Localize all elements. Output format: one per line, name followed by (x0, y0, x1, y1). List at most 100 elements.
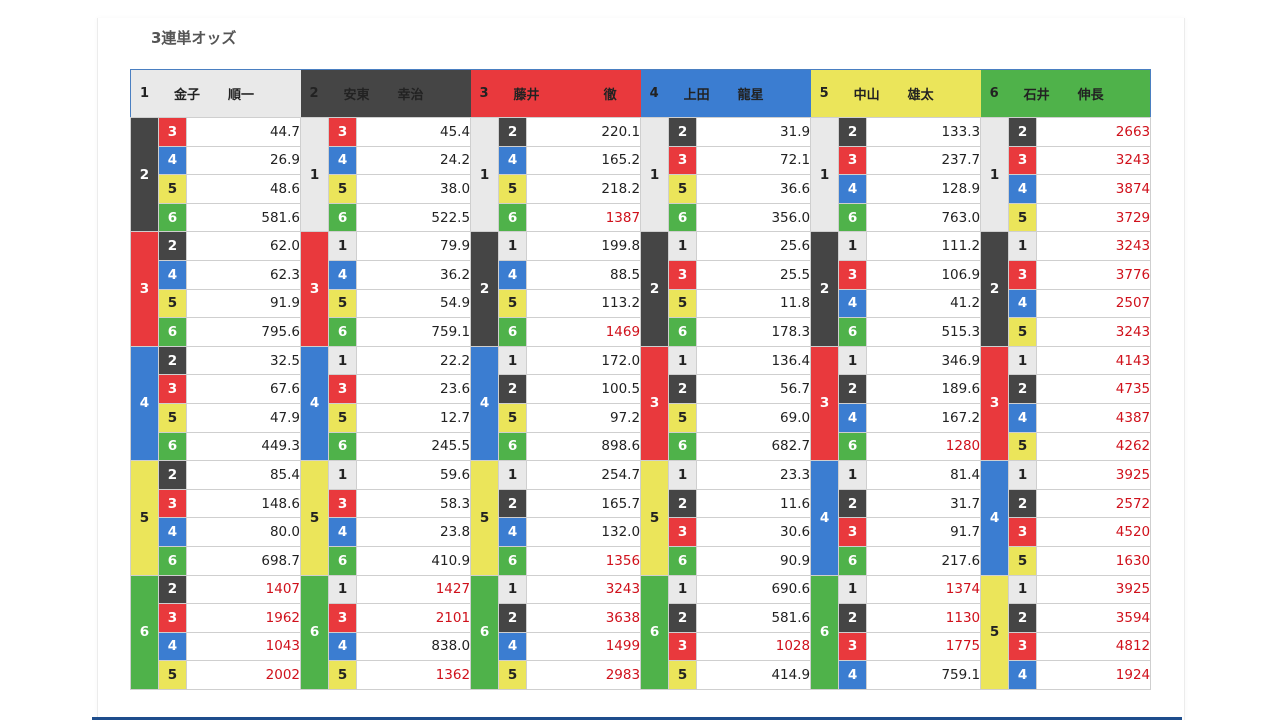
table-row: 3 2 62.0 3 1 79.9 2 1 199.8 2 1 25.6 2 1 111.2 2 1 3243 (130, 231, 1152, 347)
odds-value: 4262 (1036, 431, 1152, 462)
odds-value: 682.7 (696, 431, 812, 462)
odds-value: 62.0 (185, 231, 302, 261)
odds-value: 4735 (1036, 374, 1152, 404)
second-place-number: 4 (810, 460, 840, 576)
third-place-number: 4 (328, 145, 358, 176)
third-place-number: 1 (668, 345, 698, 376)
odds-value: 218.2 (526, 174, 642, 204)
racer-number: 3 (479, 86, 489, 101)
racer-given-name: 雄太 (907, 88, 934, 103)
racer-name: 金子 順一 (174, 84, 254, 103)
third-place-number: 5 (158, 660, 187, 690)
odds-value: 165.7 (526, 488, 642, 519)
odds-value: 3874 (1036, 174, 1152, 204)
second-place-number: 3 (640, 345, 670, 462)
third-place-number: 6 (158, 545, 187, 576)
second-place-number: 5 (980, 574, 1010, 690)
odds-value: 2572 (1036, 488, 1152, 519)
racer-number: 6 (989, 86, 999, 101)
racer-surname: 上田 (683, 88, 710, 103)
third-place-number: 1 (668, 460, 698, 490)
odds-value: 414.9 (696, 660, 812, 690)
third-place-number: 2 (668, 488, 698, 519)
third-place-number: 3 (328, 374, 358, 404)
third-place-number: 5 (498, 402, 528, 433)
odds-value: 1962 (185, 603, 302, 633)
odds-value: 11.6 (696, 488, 812, 519)
third-place-number: 4 (498, 145, 528, 176)
table-row: 6 795.6 6 759.1 6 1469 6 178.3 6 515.3 5 3243 (131, 317, 1152, 347)
odds-value: 2101 (356, 603, 472, 633)
odds-value: 23.6 (356, 374, 472, 404)
odds-value: 132.0 (526, 517, 642, 547)
odds-value: 56.7 (696, 374, 812, 404)
third-place-number: 1 (1008, 345, 1038, 376)
trifecta-odds-table: 1 金子 順一 2 安東 幸治 3 藤井徹 4 上田 龍星 5 中山 雄太 6 石井 伸長 2 3 44.7 1 3 45.… (130, 69, 1152, 690)
odds-value: 36.6 (696, 174, 812, 204)
third-place-number: 2 (838, 488, 868, 519)
third-place-number: 1 (498, 574, 528, 605)
third-place-number: 2 (158, 231, 187, 261)
odds-value: 690.6 (696, 574, 812, 605)
odds-value: 217.6 (866, 545, 982, 576)
odds-value: 136.4 (696, 345, 812, 376)
second-place-number: 1 (640, 116, 670, 233)
odds-value: 31.7 (866, 488, 982, 519)
odds-value: 515.3 (866, 317, 982, 347)
third-place-number: 1 (498, 345, 528, 376)
odds-value: 47.9 (185, 402, 302, 433)
third-place-number: 4 (838, 660, 868, 690)
table-row: 5 91.9 5 54.9 5 113.2 5 11.8 4 41.2 4 2507 (131, 288, 1152, 319)
third-place-number: 3 (328, 488, 358, 519)
third-place-number: 4 (158, 145, 187, 176)
odds-value: 22.2 (356, 345, 472, 376)
third-place-number: 2 (838, 374, 868, 404)
odds-value: 3243 (1036, 145, 1152, 176)
third-place-number: 5 (1008, 202, 1038, 233)
section-title: 3連単オッズ (151, 29, 237, 47)
third-place-number: 2 (158, 460, 187, 490)
racer-surname: 石井 (1023, 88, 1050, 103)
third-place-number: 6 (498, 431, 528, 462)
odds-value: 1407 (185, 574, 302, 605)
third-place-number: 6 (328, 431, 358, 462)
third-place-number: 3 (668, 145, 698, 176)
third-place-number: 6 (668, 545, 698, 576)
table-row: 4 26.9 4 24.2 4 165.2 3 72.1 3 237.7 3 3243 (131, 145, 1152, 176)
odds-value: 3243 (526, 574, 642, 605)
third-place-number: 5 (328, 402, 358, 433)
odds-value: 581.6 (185, 202, 302, 233)
odds-value: 4812 (1036, 631, 1152, 662)
third-place-number: 4 (328, 259, 358, 290)
third-place-number: 2 (838, 603, 868, 633)
second-place-number: 1 (980, 116, 1010, 233)
third-place-number: 1 (1008, 231, 1038, 261)
table-row: 4 1043 4 838.0 4 1499 3 1028 3 1775 3 4812 (131, 631, 1152, 662)
table-row: 6 449.3 6 245.5 6 898.6 6 682.7 6 1280 5 4262 (131, 431, 1152, 462)
odds-value: 410.9 (356, 545, 472, 576)
third-place-number: 5 (328, 660, 358, 690)
table-row: 6 2 1407 6 1 1427 6 1 3243 6 1 690.6 6 1 1374 5 1 3925 (130, 574, 1152, 690)
third-place-number: 6 (498, 545, 528, 576)
odds-value: 111.2 (866, 231, 982, 261)
third-place-number: 4 (838, 402, 868, 433)
racer-given-name: 徹 (603, 88, 617, 103)
odds-value: 838.0 (356, 631, 472, 662)
odds-value: 24.2 (356, 145, 472, 176)
third-place-number: 1 (328, 574, 358, 605)
racer-header-row: 1 金子 順一 2 安東 幸治 3 藤井 徹 4 上田 龍星 5 中山 雄太 6 石井 伸長 (130, 69, 1151, 118)
odds-value: 25.5 (696, 259, 812, 290)
odds-value: 1630 (1036, 545, 1152, 576)
racer-surname: 安東 (343, 88, 370, 103)
racer-header-5: 5 中山 雄太 (810, 69, 981, 118)
third-place-number: 6 (328, 202, 358, 233)
third-place-number: 1 (498, 460, 528, 490)
second-place-number: 3 (980, 345, 1010, 462)
third-place-number: 2 (158, 574, 187, 605)
table-row: 6 581.6 6 522.5 6 1387 6 356.0 6 763.0 5 3729 (131, 202, 1152, 233)
racer-header-1: 1 金子 順一 (130, 69, 301, 118)
odds-value: 148.6 (185, 488, 302, 519)
racer-given-name: 幸治 (397, 88, 424, 103)
odds-value: 80.0 (185, 517, 302, 547)
third-place-number: 1 (328, 345, 358, 376)
